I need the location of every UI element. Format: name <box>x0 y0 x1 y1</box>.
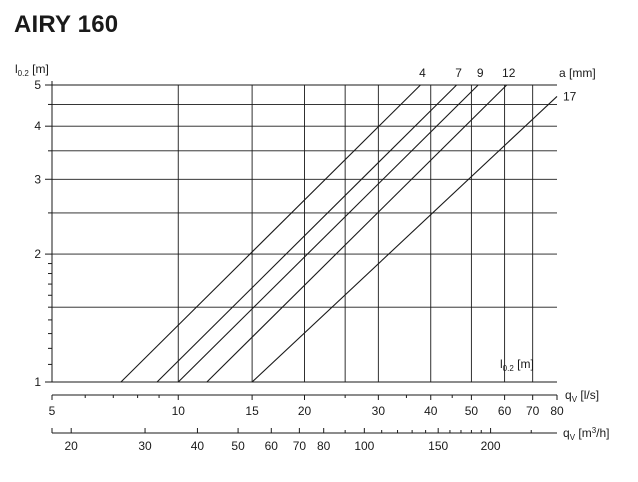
series-label-9: 9 <box>477 66 484 80</box>
y-axis-label: l0.2 [m] <box>15 62 49 78</box>
y-tick-label: 2 <box>34 247 41 261</box>
series-line-9 <box>177 84 479 383</box>
series-line-12 <box>206 84 508 383</box>
series-lines <box>120 84 558 383</box>
x-tick-label: 5 <box>49 404 56 418</box>
x-tick-label: 70 <box>526 404 540 418</box>
x-tick-label: 40 <box>424 404 438 418</box>
x-tick-label: 30 <box>372 404 386 418</box>
x2-tick-label: 40 <box>191 439 205 453</box>
x-tick-label: 15 <box>245 404 259 418</box>
y-tick-label: 4 <box>34 119 41 133</box>
series-line-7 <box>156 84 457 383</box>
x-tick-label: 80 <box>550 404 564 418</box>
series-line-17 <box>251 96 558 383</box>
x2-tick-label: 60 <box>265 439 279 453</box>
series-label-17: 17 <box>563 89 577 103</box>
x-tick-label: 10 <box>172 404 186 418</box>
x2-tick-label: 30 <box>138 439 152 453</box>
series-label-7: 7 <box>455 66 462 80</box>
x-tick-label: 50 <box>465 404 479 418</box>
chart-title: AIRY 160 <box>14 11 119 38</box>
series-label-4: 4 <box>419 66 426 80</box>
y-tick-label: 3 <box>34 172 41 186</box>
inner-plot-label: l0.2 [m] <box>500 357 534 373</box>
x-axis-label: qV [l/s] <box>565 388 599 404</box>
x2-tick-label: 70 <box>293 439 307 453</box>
x2-tick-label: 20 <box>65 439 79 453</box>
x2-tick-label: 100 <box>354 439 374 453</box>
x2-tick-label: 50 <box>231 439 245 453</box>
series-label-12: 12 <box>502 66 516 80</box>
x2-tick-label: 200 <box>481 439 501 453</box>
grid-lines <box>52 84 557 383</box>
y-tick-label: 5 <box>34 78 41 92</box>
x-tick-label: 60 <box>498 404 512 418</box>
y-tick-label: 1 <box>34 375 41 389</box>
axes <box>45 81 558 434</box>
x2-tick-label: 150 <box>428 439 448 453</box>
x2-tick-label: 80 <box>317 439 331 453</box>
series-header: a [mm] <box>559 66 596 80</box>
series-line-4 <box>120 84 421 383</box>
x-tick-label: 20 <box>298 404 312 418</box>
x2-axis-label: qV [m3/h] <box>563 426 610 442</box>
